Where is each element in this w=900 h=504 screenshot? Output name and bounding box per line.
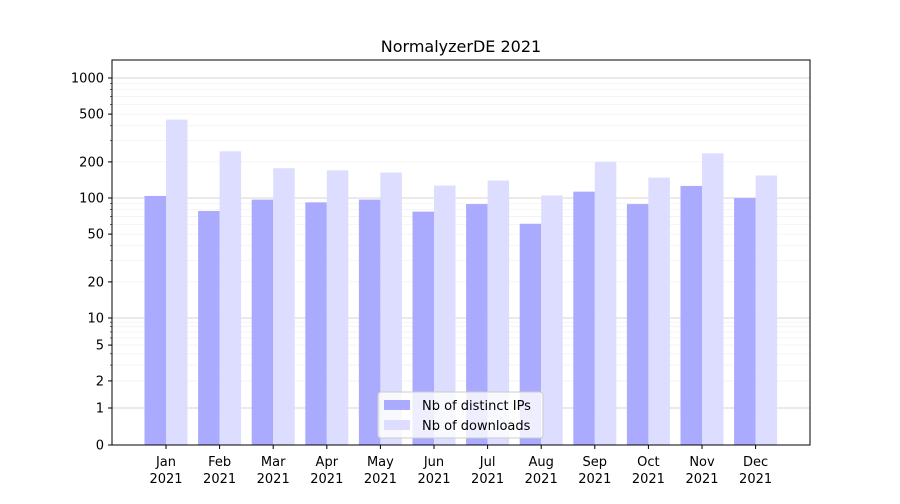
bar-distinct-ips: [573, 191, 595, 445]
chart-title: NormalyzerDE 2021: [381, 37, 541, 56]
x-tick-label-year: 2021: [632, 472, 665, 487]
x-tick-label-month: Jan: [155, 455, 176, 470]
y-tick-label: 500: [79, 108, 104, 123]
bar-downloads: [755, 175, 778, 446]
y-tick-label: 200: [79, 155, 104, 170]
bar-downloads: [273, 168, 295, 445]
bar-distinct-ips: [358, 199, 381, 445]
bar-distinct-ips: [680, 185, 702, 445]
bar-distinct-ips: [251, 199, 274, 445]
x-tick-label-month: Dec: [743, 455, 768, 470]
x-tick-label-year: 2021: [578, 472, 611, 487]
bar-distinct-ips: [466, 204, 488, 445]
x-tick-label-month: Mar: [261, 455, 286, 470]
x-tick-label-month: Aug: [529, 455, 554, 470]
y-tick-label: 1000: [71, 72, 104, 87]
bar-downloads: [326, 170, 349, 445]
x-tick-label-year: 2021: [310, 472, 343, 487]
x-tick-label-year: 2021: [685, 472, 718, 487]
bar-downloads: [219, 151, 242, 446]
y-tick-label: 10: [87, 312, 104, 327]
x-tick-label-month: Apr: [316, 455, 339, 470]
bar-distinct-ips: [305, 202, 327, 445]
x-tick-label-year: 2021: [149, 472, 182, 487]
y-axis: 0 1 2 5 10 20 50 100 200 500 1000: [71, 72, 112, 454]
x-tick-label-year: 2021: [257, 472, 290, 487]
x-tick-label-year: 2021: [739, 472, 772, 487]
bar-downloads: [702, 153, 724, 446]
legend-swatch: [384, 420, 410, 430]
y-tick-label: 50: [87, 228, 104, 243]
x-tick-label-year: 2021: [364, 472, 397, 487]
x-tick-label-month: Jun: [423, 455, 444, 470]
x-tick-label-year: 2021: [203, 472, 236, 487]
legend-box: [377, 391, 544, 439]
x-tick-label-year: 2021: [471, 472, 504, 487]
bar-distinct-ips: [412, 211, 434, 445]
x-tick-label-month: Oct: [637, 455, 659, 470]
bar-downloads: [541, 195, 563, 445]
x-tick-label-month: Nov: [689, 455, 715, 470]
bar-downloads: [648, 177, 670, 445]
legend-label: Nb of downloads: [422, 419, 531, 434]
bar-downloads: [594, 161, 617, 445]
bars: [144, 119, 778, 446]
bar-distinct-ips: [144, 195, 166, 445]
x-axis: Jan 2021 Feb 2021 Mar 2021 Apr 2021 May 2021 Jun 20…: [149, 445, 772, 487]
bar-distinct-ips: [626, 204, 649, 445]
y-tick-label: 20: [87, 275, 104, 290]
y-tick-label: 2: [96, 374, 104, 389]
y-tick-label: 0: [96, 439, 104, 454]
y-tick-label: 5: [96, 339, 104, 354]
bar-downloads: [434, 185, 456, 445]
bar-downloads: [380, 172, 402, 446]
bar-distinct-ips: [734, 198, 756, 445]
x-tick-label-month: Sep: [583, 455, 608, 470]
x-tick-label-year: 2021: [417, 472, 450, 487]
bar-distinct-ips: [519, 223, 542, 445]
legend-label: Nb of distinct IPs: [422, 399, 531, 414]
legend: Nb of distinct IPs Nb of downloads: [377, 391, 544, 439]
x-tick-label-month: Feb: [208, 455, 231, 470]
x-tick-label-month: May: [367, 455, 394, 470]
y-tick-label: 1: [96, 402, 104, 417]
bar-distinct-ips: [198, 210, 220, 445]
bar-downloads: [487, 180, 510, 445]
x-tick-label-month: Jul: [479, 455, 496, 470]
legend-swatch: [384, 400, 410, 410]
x-tick-label-year: 2021: [525, 472, 558, 487]
plot-frame: [111, 59, 811, 446]
y-tick-label: 100: [79, 192, 104, 207]
bar-downloads: [166, 119, 188, 445]
